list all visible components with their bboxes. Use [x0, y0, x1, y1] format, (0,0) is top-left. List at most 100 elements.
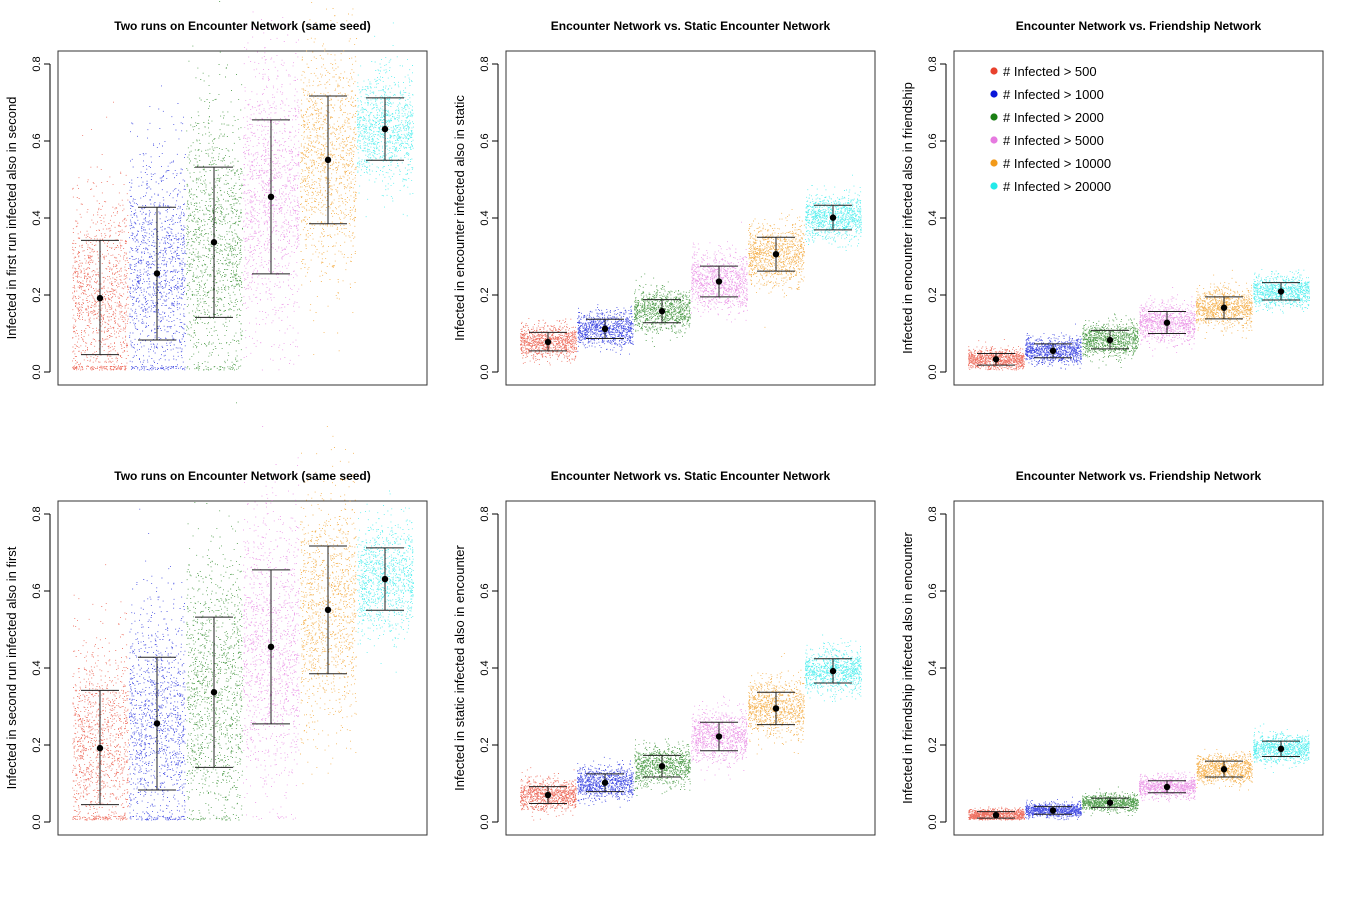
panel-4: Two runs on Encounter Network (same seed… — [4, 402, 428, 836]
y-tick-label: 0.6 — [479, 133, 491, 148]
group-2 — [129, 508, 186, 821]
scatter-points — [72, 101, 129, 371]
group-4 — [691, 695, 748, 781]
scatter-points — [357, 22, 414, 218]
group-4 — [243, 426, 300, 820]
mean-point — [1163, 783, 1171, 791]
panel-1: Two runs on Encounter Network (same seed… — [4, 1, 428, 386]
y-axis-label: Infected in encounter infected also in f… — [900, 82, 915, 354]
mean-point — [829, 214, 837, 221]
group-2 — [1025, 796, 1082, 821]
group-6 — [805, 634, 862, 702]
mean-point — [544, 338, 552, 346]
legend-item-1000: # Infected > 1000 — [990, 87, 1104, 102]
mean-point — [96, 294, 104, 302]
scatter-points — [186, 402, 243, 821]
scatter-points — [243, 11, 300, 371]
y-axis: 0.0 0.2 0.4 0.6 0.8 — [927, 56, 947, 380]
panel-title: Two runs on Encounter Network (same seed… — [114, 19, 371, 33]
y-tick-label: 0.6 — [479, 583, 491, 598]
mean-point — [1220, 304, 1228, 311]
group-6 — [805, 174, 862, 252]
y-tick-label: 0.4 — [927, 210, 939, 225]
scatter-points — [1253, 269, 1310, 314]
y-tick-label: 0.6 — [31, 583, 43, 598]
panel-6: Encounter Network vs. Friendship Network… — [900, 469, 1324, 836]
panels: Two runs on Encounter Network (same seed… — [4, 1, 1324, 836]
y-tick-label: 0.2 — [927, 737, 939, 752]
plot-frame — [953, 500, 1324, 836]
panel-title: Encounter Network vs. Static Encounter N… — [551, 19, 831, 33]
y-tick-label: 0.6 — [927, 583, 939, 598]
plot-frame — [505, 500, 876, 836]
group-3 — [186, 1, 243, 371]
mean-point — [1106, 799, 1114, 806]
mean-point — [1049, 807, 1057, 814]
y-tick-label: 0.2 — [479, 737, 491, 752]
mean-point — [1277, 745, 1285, 753]
panel-5: Encounter Network vs. Static Encounter N… — [452, 469, 876, 836]
scatter-points — [72, 564, 129, 821]
mean-point — [267, 193, 275, 201]
y-axis-label: Infected in first run infected also in s… — [4, 97, 19, 340]
y-tick-label: 0.4 — [31, 660, 43, 675]
legend-label-1000: # Infected > 1000 — [1003, 87, 1104, 102]
group-4 — [243, 11, 300, 371]
scatter-points — [691, 695, 748, 781]
legend-dot-500 — [990, 67, 998, 75]
scatter-points — [520, 767, 577, 821]
y-tick-label: 0.2 — [479, 287, 491, 302]
legend-label-2000: # Infected > 2000 — [1003, 110, 1104, 125]
group-6 — [1253, 269, 1310, 314]
mean-point — [715, 278, 723, 285]
group-1 — [72, 101, 129, 371]
legend-dot-2000 — [990, 113, 998, 121]
y-axis: 0.0 0.2 0.4 0.6 0.8 — [479, 56, 499, 380]
group-1 — [520, 318, 577, 366]
group-6 — [1253, 723, 1310, 773]
scatter-points — [300, 425, 357, 785]
mean-point — [153, 720, 161, 727]
scatter-points — [634, 738, 691, 796]
scatter-points — [129, 508, 186, 821]
mean-point — [153, 270, 161, 277]
legend-label-20000: # Infected > 20000 — [1003, 179, 1111, 194]
y-tick-label: 0.0 — [479, 814, 491, 829]
y-axis-label: Infected in static infected also in enco… — [452, 544, 467, 790]
y-axis-label: Infected in second run infected also in … — [4, 546, 19, 789]
group-2 — [577, 756, 634, 808]
scatter-points — [1196, 269, 1253, 339]
group-5 — [1196, 269, 1253, 339]
y-axis-label: Infected in encounter infected also in s… — [452, 95, 467, 341]
scatter-points — [691, 221, 748, 323]
panel-title: Two runs on Encounter Network (same seed… — [114, 469, 371, 483]
panel-title: Encounter Network vs. Static Encounter N… — [551, 469, 831, 483]
mean-point — [992, 811, 1000, 819]
scatter-points — [577, 756, 634, 808]
legend-label-5000: # Infected > 5000 — [1003, 133, 1104, 148]
y-tick-label: 0.8 — [927, 56, 939, 71]
y-tick-label: 0.2 — [927, 287, 939, 302]
panel-3: Encounter Network vs. Friendship Network… — [900, 19, 1324, 386]
y-axis: 0.0 0.2 0.4 0.6 0.8 — [927, 506, 947, 830]
mean-point — [601, 325, 609, 333]
legend-label-10000: # Infected > 10000 — [1003, 156, 1111, 171]
mean-point — [772, 250, 780, 258]
y-tick-label: 0.0 — [927, 814, 939, 829]
group-4 — [691, 221, 748, 323]
group-4 — [1139, 770, 1196, 803]
y-axis: 0.0 0.2 0.4 0.6 0.8 — [479, 506, 499, 830]
group-1 — [968, 339, 1025, 371]
y-tick-label: 0.0 — [479, 364, 491, 379]
y-tick-label: 0.0 — [31, 814, 43, 829]
group-1 — [72, 564, 129, 821]
y-tick-label: 0.6 — [927, 133, 939, 148]
legend-label-500: # Infected > 500 — [1003, 64, 1097, 79]
group-5 — [1196, 748, 1253, 791]
y-tick-label: 0.2 — [31, 737, 43, 752]
scatter-points — [243, 426, 300, 820]
plot-frame — [953, 50, 1324, 386]
y-tick-label: 0.4 — [927, 660, 939, 675]
panel-2: Encounter Network vs. Static Encounter N… — [452, 19, 876, 386]
group-1 — [520, 767, 577, 821]
